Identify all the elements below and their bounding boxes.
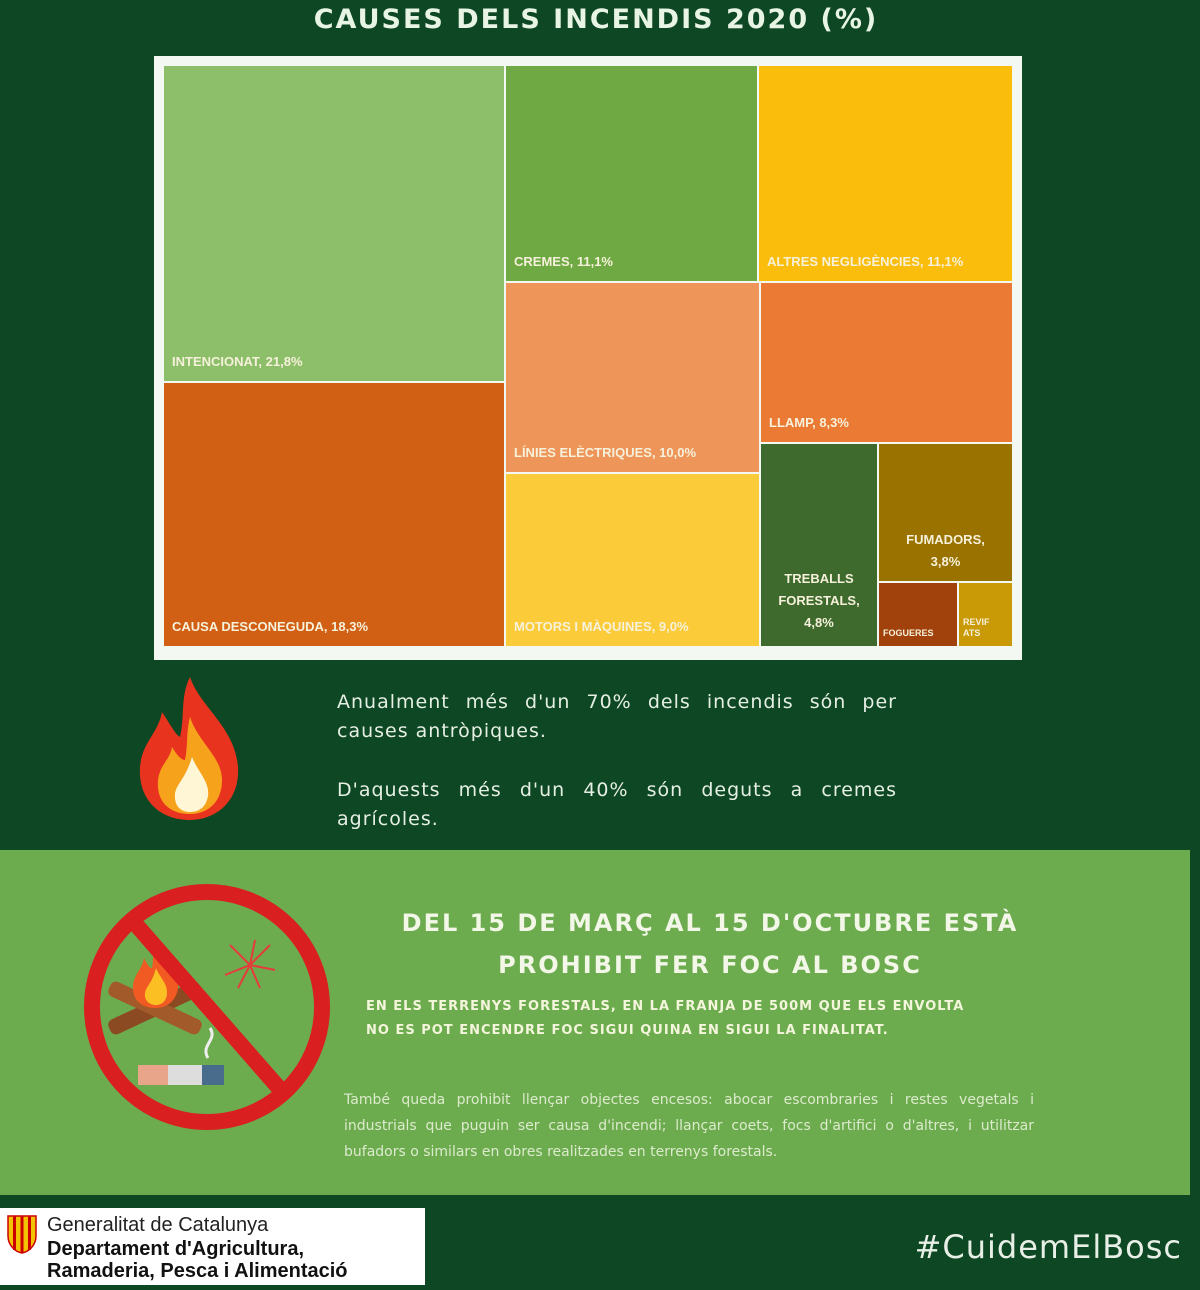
treemap-cell-llamp: LLAMP, 8,3% <box>761 283 1012 442</box>
treemap-label: CAUSA DESCONEGUDA, 18,3% <box>172 618 369 634</box>
ban-headline-line-1: DEL 15 DE MARÇ AL 15 D'OCTUBRE ESTÀ <box>401 909 1019 937</box>
treemap-label: TREBALLS FORESTALS, 4,8% <box>778 570 860 630</box>
treemap-chart: INTENCIONAT, 21,8% CAUSA DESCONEGUDA, 18,… <box>154 56 1022 660</box>
treemap-label: MOTORS I MÀQUINES, 9,0% <box>514 618 689 634</box>
treemap-cell-treballs-forestals: TREBALLS FORESTALS, 4,8% <box>761 444 877 646</box>
treemap-label: REVIF ATS <box>963 616 990 639</box>
treemap-cell-revifats: REVIF ATS <box>959 583 1012 646</box>
department-line-1: Departament d'Agricultura, <box>47 1238 305 1260</box>
info-paragraph-2: D'aquests més d'un 40% són deguts a crem… <box>337 779 897 830</box>
treemap-cell-cremes: CREMES, 11,1% <box>506 66 757 281</box>
fire-icon <box>139 677 239 820</box>
department-name: Departament d'Agricultura, Ramaderia, Pe… <box>47 1238 348 1282</box>
ban-headline-line-2: PROHIBIT FER FOC AL BOSC <box>498 951 922 979</box>
ban-subtitle-line-2: NO ES POT ENCENDRE FOC SIGUI QUINA EN SI… <box>366 1023 889 1038</box>
catalan-flag-icon <box>7 1215 37 1254</box>
no-fire-icon <box>84 884 330 1130</box>
generalitat-logo: Generalitat de Catalunya Departament d'A… <box>0 1208 425 1285</box>
treemap-cell-causa-desconeguda: CAUSA DESCONEGUDA, 18,3% <box>164 383 504 646</box>
org-name: Generalitat de Catalunya <box>47 1214 269 1236</box>
treemap-label: FOGUERES <box>883 628 934 639</box>
treemap-label: LLAMP, 8,3% <box>769 414 849 430</box>
treemap-cell-fumadors: FUMADORS, 3,8% <box>879 444 1012 581</box>
treemap-label: INTENCIONAT, 21,8% <box>172 353 303 369</box>
ban-detail: També queda prohibit llençar objectes en… <box>344 1092 1034 1160</box>
department-line-2: Ramaderia, Pesca i Alimentació <box>47 1260 348 1282</box>
treemap-label: FUMADORS, 3,8% <box>906 531 985 569</box>
info-paragraph-1: Anualment més d'un 70% dels incendis són… <box>337 691 897 742</box>
hashtag: #CuidemElBosc <box>914 1228 1182 1266</box>
treemap-label: LÍNIES ELÈCTRIQUES, 10,0% <box>514 444 697 460</box>
treemap-cell-intencionat: INTENCIONAT, 21,8% <box>164 66 504 381</box>
treemap-label: CREMES, 11,1% <box>514 253 613 269</box>
ban-subtitle-line-1: EN ELS TERRENYS FORESTALS, EN LA FRANJA … <box>366 999 965 1014</box>
treemap-label: ALTRES NEGLIGÈNCIES, 11,1% <box>767 253 964 269</box>
ban-headline: DEL 15 DE MARÇ AL 15 D'OCTUBRE ESTÀ PROH… <box>380 902 1040 986</box>
treemap-cell-altres-negligències: ALTRES NEGLIGÈNCIES, 11,1% <box>759 66 1012 281</box>
treemap-cell-motors-i-màquines: MOTORS I MÀQUINES, 9,0% <box>506 474 759 646</box>
treemap-cell-línies-elèctriques: LÍNIES ELÈCTRIQUES, 10,0% <box>506 283 759 472</box>
ban-subtitle: EN ELS TERRENYS FORESTALS, EN LA FRANJA … <box>366 995 964 1043</box>
treemap-cell-fogueres: FOGUERES <box>879 583 957 646</box>
chart-title: CAUSES DELS INCENDIS 2020 (%) <box>313 4 879 35</box>
